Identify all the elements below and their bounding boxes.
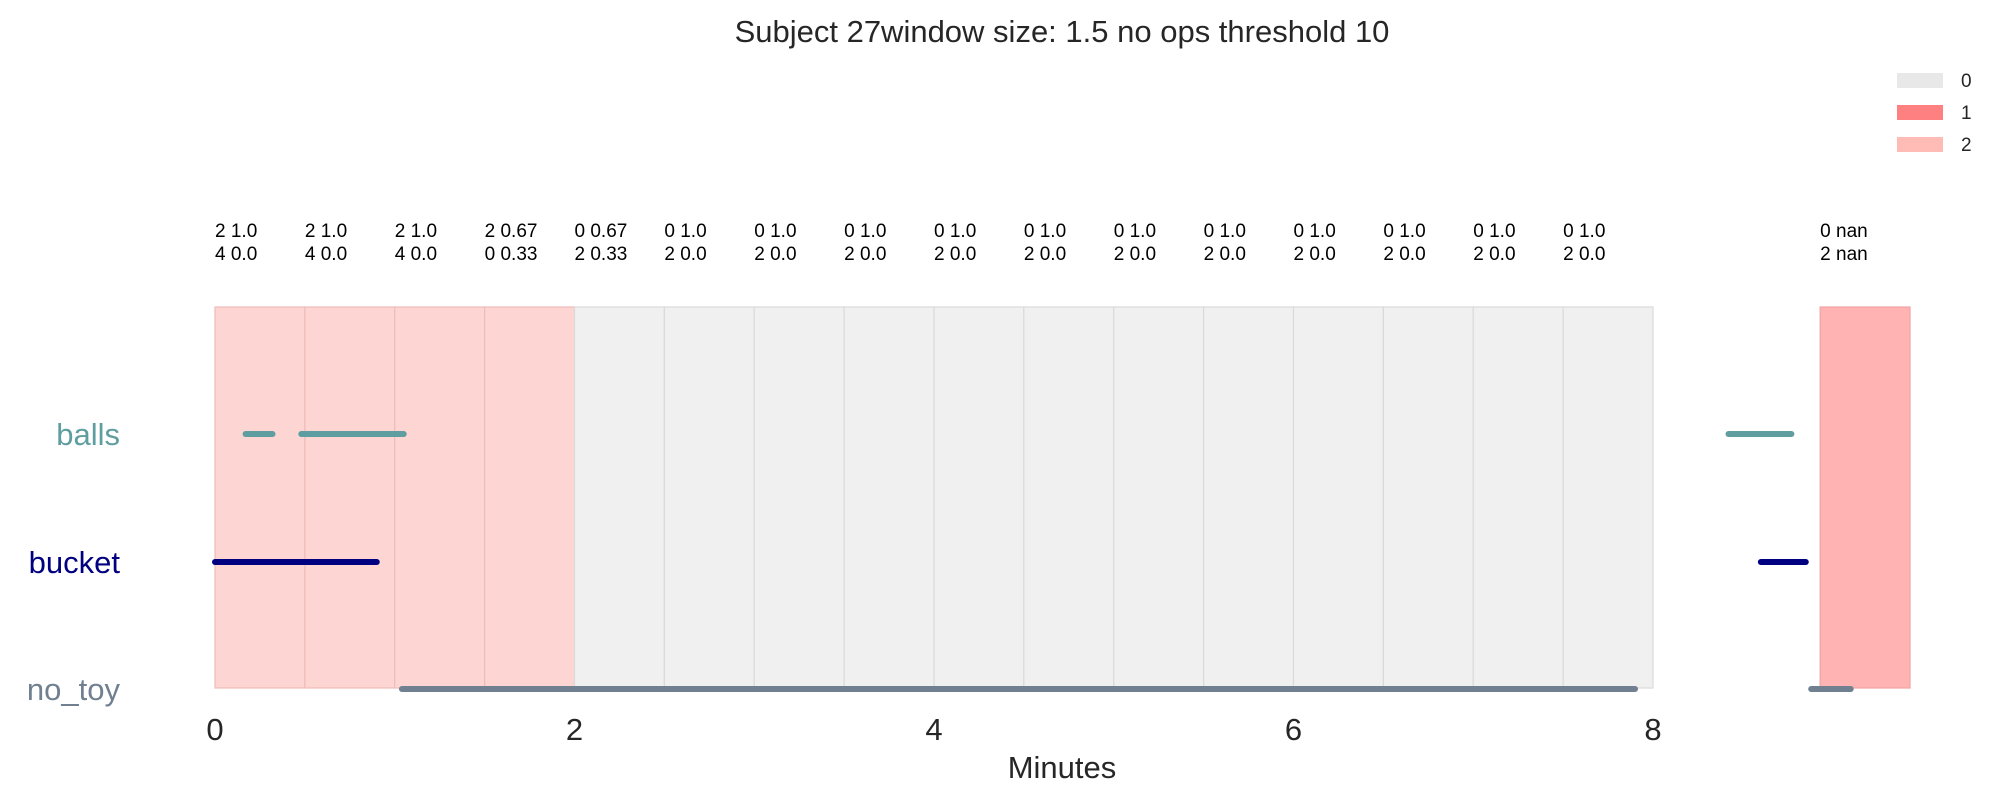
x-axis-label: Minutes xyxy=(1008,750,1117,785)
window-label-bottom-3: 0 0.33 xyxy=(485,244,538,265)
window-label-bottom-6: 2 0.0 xyxy=(754,244,796,265)
window-label-bottom-14: 2 0.0 xyxy=(1473,244,1515,265)
x-tick-0: 0 xyxy=(206,712,223,747)
window-band-5 xyxy=(663,306,755,689)
x-axis-ticks: 0 2 4 6 8 xyxy=(206,712,1661,747)
window-band-4 xyxy=(573,306,665,689)
x-tick-8: 8 xyxy=(1644,712,1661,747)
x-tick-2: 2 xyxy=(566,712,583,747)
window-band-11 xyxy=(1203,306,1295,689)
window-label-bottom-5: 2 0.0 xyxy=(664,244,706,265)
chart-title: Subject 27window size: 1.5 no ops thresh… xyxy=(735,14,1390,49)
legend-label-2: 2 xyxy=(1961,135,1972,156)
window-band-8 xyxy=(933,306,1025,689)
window-label-top-6: 0 1.0 xyxy=(754,221,796,242)
window-label-top-9: 0 1.0 xyxy=(1024,221,1066,242)
window-label-top-4: 0 0.67 xyxy=(575,221,628,242)
window-label-top-16: 0 nan xyxy=(1820,221,1868,242)
x-tick-6: 6 xyxy=(1285,712,1302,747)
y-axis-labels: balls bucket no_toy xyxy=(27,417,121,707)
window-band-14 xyxy=(1472,306,1564,689)
window-labels: 2 1.04 0.02 1.04 0.02 1.04 0.02 0.670 0.… xyxy=(215,221,1868,265)
window-band-2 xyxy=(394,306,486,689)
window-band-6 xyxy=(753,306,845,689)
window-label-top-2: 2 1.0 xyxy=(395,221,437,242)
window-label-bottom-9: 2 0.0 xyxy=(1024,244,1066,265)
legend-swatch-1 xyxy=(1897,105,1943,120)
legend-label-0: 0 xyxy=(1961,71,1972,92)
window-bands xyxy=(214,306,1911,689)
window-label-top-11: 0 1.0 xyxy=(1204,221,1246,242)
window-band-3 xyxy=(484,306,576,689)
y-label-bucket: bucket xyxy=(29,545,121,580)
window-label-top-5: 0 1.0 xyxy=(664,221,706,242)
window-band-12 xyxy=(1292,306,1384,689)
window-label-bottom-2: 4 0.0 xyxy=(395,244,437,265)
window-label-top-8: 0 1.0 xyxy=(934,221,976,242)
window-label-bottom-11: 2 0.0 xyxy=(1204,244,1246,265)
window-label-bottom-0: 4 0.0 xyxy=(215,244,257,265)
window-label-top-10: 0 1.0 xyxy=(1114,221,1156,242)
window-band-10 xyxy=(1113,306,1205,689)
legend-swatch-2 xyxy=(1897,137,1943,152)
window-label-bottom-12: 2 0.0 xyxy=(1294,244,1336,265)
window-label-bottom-1: 4 0.0 xyxy=(305,244,347,265)
window-label-bottom-15: 2 0.0 xyxy=(1563,244,1605,265)
window-label-top-7: 0 1.0 xyxy=(844,221,886,242)
window-label-bottom-13: 2 0.0 xyxy=(1383,244,1425,265)
window-band-1 xyxy=(304,306,396,689)
window-label-top-1: 2 1.0 xyxy=(305,221,347,242)
window-band-15 xyxy=(1562,306,1654,689)
window-band-9 xyxy=(1023,306,1115,689)
window-band-0 xyxy=(214,306,306,689)
window-label-bottom-7: 2 0.0 xyxy=(844,244,886,265)
window-label-bottom-8: 2 0.0 xyxy=(934,244,976,265)
window-label-top-14: 0 1.0 xyxy=(1473,221,1515,242)
x-tick-4: 4 xyxy=(925,712,942,747)
window-band-13 xyxy=(1382,306,1474,689)
window-label-bottom-4: 2 0.33 xyxy=(575,244,628,265)
y-label-no_toy: no_toy xyxy=(27,672,121,707)
window-label-top-13: 0 1.0 xyxy=(1383,221,1425,242)
series-segments xyxy=(212,431,1854,692)
legend-swatch-0 xyxy=(1897,73,1943,88)
window-label-bottom-10: 2 0.0 xyxy=(1114,244,1156,265)
legend: 0 1 2 xyxy=(1897,71,1972,156)
legend-label-1: 1 xyxy=(1961,103,1972,124)
window-label-bottom-16: 2 nan xyxy=(1820,244,1868,265)
window-band-16 xyxy=(1819,306,1911,689)
y-label-balls: balls xyxy=(56,417,120,452)
window-label-top-12: 0 1.0 xyxy=(1294,221,1336,242)
window-label-top-15: 0 1.0 xyxy=(1563,221,1605,242)
window-band-7 xyxy=(843,306,935,689)
window-label-top-0: 2 1.0 xyxy=(215,221,257,242)
window-label-top-3: 2 0.67 xyxy=(485,221,538,242)
